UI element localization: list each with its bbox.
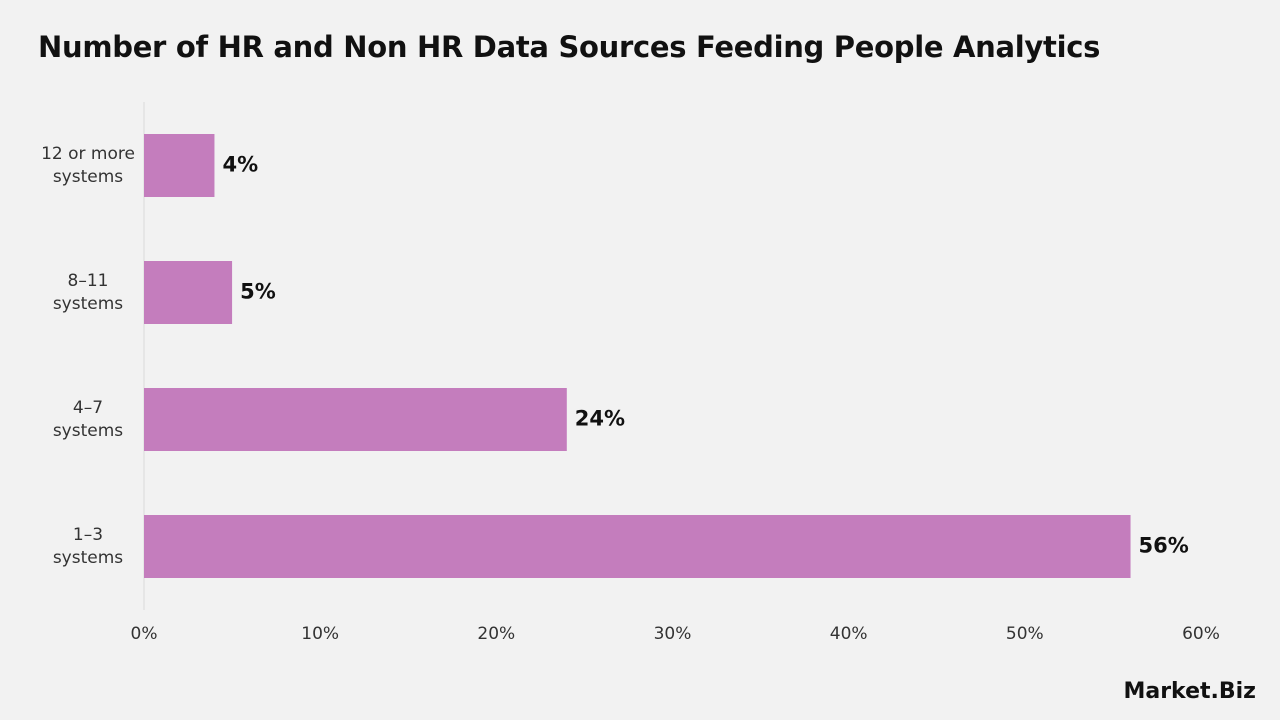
value-label: 24% [575, 407, 625, 431]
bar [144, 261, 233, 324]
x-tick-label: 10% [301, 624, 339, 644]
bar [144, 388, 567, 451]
chart-title: Number of HR and Non HR Data Sources Fee… [38, 30, 1101, 64]
x-tick-label: 60% [1182, 624, 1220, 644]
bar [144, 515, 1131, 578]
x-tick-label: 0% [131, 624, 158, 644]
x-tick-label: 30% [654, 624, 692, 644]
value-label: 4% [222, 153, 258, 177]
logo: Market.Biz [1123, 679, 1256, 704]
x-tick-label: 40% [830, 624, 868, 644]
bar [144, 134, 215, 197]
y-tick-label: 12 or more systems [41, 143, 135, 187]
y-tick-label: 8–11 systems [52, 270, 124, 314]
value-label: 56% [1139, 534, 1189, 558]
x-tick-label: 20% [477, 624, 515, 644]
value-label: 5% [240, 280, 276, 304]
x-tick-label: 50% [1006, 624, 1044, 644]
y-tick-label: 1–3 systems [52, 524, 124, 568]
y-tick-label: 4–7 systems [52, 397, 124, 441]
